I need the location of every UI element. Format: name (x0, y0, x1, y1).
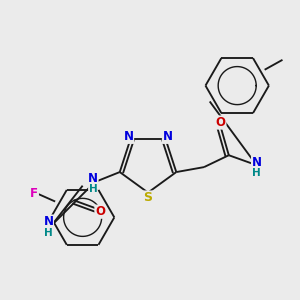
Text: S: S (143, 191, 152, 204)
Text: N: N (88, 172, 98, 184)
Text: N: N (44, 215, 53, 228)
Text: N: N (251, 156, 262, 169)
Text: N: N (124, 130, 134, 143)
Text: N: N (163, 130, 172, 143)
Text: O: O (216, 116, 226, 129)
Text: O: O (95, 205, 105, 218)
Text: F: F (30, 187, 38, 200)
Text: H: H (252, 168, 261, 178)
Text: H: H (88, 184, 98, 194)
Text: H: H (44, 229, 53, 238)
